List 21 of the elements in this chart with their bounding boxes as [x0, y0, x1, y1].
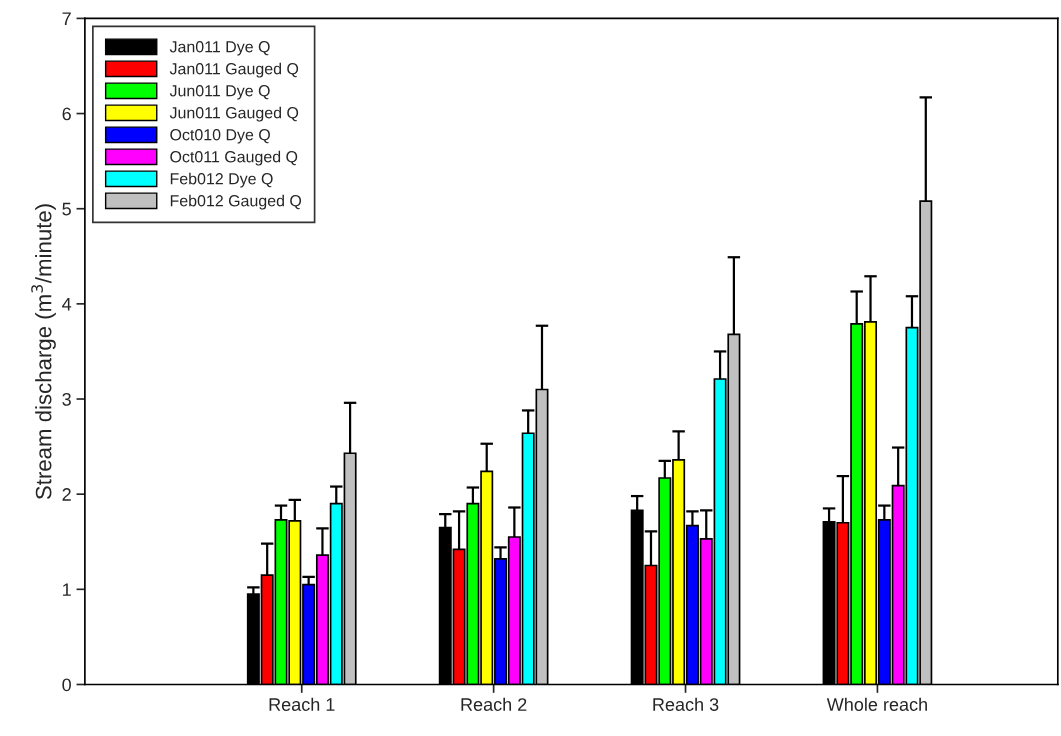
x-tick-label: Whole reach	[826, 697, 927, 711]
y-tick-label: 3	[62, 392, 71, 406]
y-tick-label: 4	[62, 297, 72, 311]
legend-label: Jan011 Dye Q	[169, 41, 270, 56]
y-tick-label: 2	[62, 488, 71, 501]
y-tick-label: 7	[62, 12, 71, 25]
y-tick-label: 6	[62, 107, 71, 121]
legend-label: Jun011 Gauged Q	[169, 106, 299, 122]
x-tick-label: Reach 1	[269, 697, 335, 711]
legend-label: Oct011 Gauged Q	[170, 150, 298, 166]
y-axis-title: Stream discharge (m$^{3}$/minute)	[31, 204, 56, 500]
y-tick-label: 0	[62, 678, 71, 692]
x-tick-label: Reach 2	[461, 697, 527, 711]
x-tick-label: Reach 3	[653, 697, 719, 711]
legend-label: Feb012 Dye Q	[170, 172, 273, 188]
legend-label: Oct010 Dye Q	[170, 129, 270, 144]
y-tick-label: 5	[62, 202, 71, 216]
legend-label: Jun011 Dye Q	[169, 85, 270, 100]
legend-label: Feb012 Gauged Q	[170, 194, 302, 210]
y-tick-label: 1	[63, 583, 71, 596]
legend-label: Jan011 Gauged Q	[169, 62, 299, 78]
